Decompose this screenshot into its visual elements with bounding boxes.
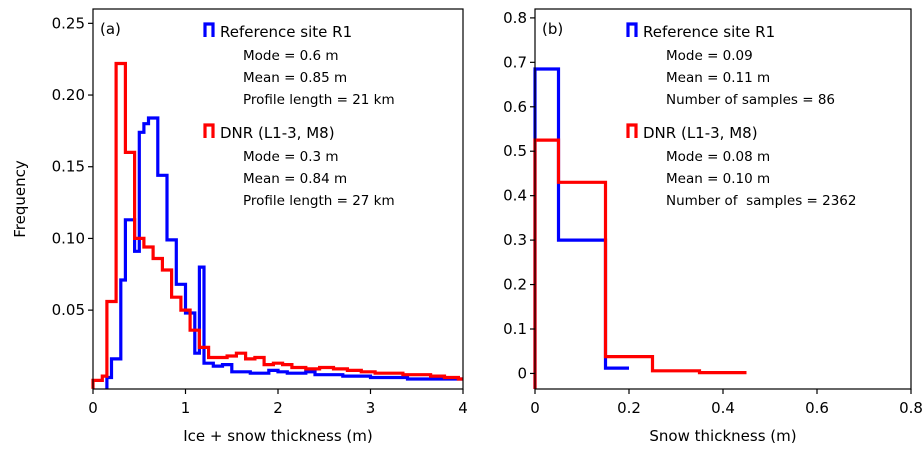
y-tick-label: 0.6 bbox=[503, 98, 527, 116]
stat-line: Profile length = 21 km bbox=[243, 92, 395, 108]
stat-line: Profile length = 27 km bbox=[243, 193, 395, 209]
y-tick-label: 0.1 bbox=[503, 320, 527, 338]
legend-swatch bbox=[626, 123, 638, 138]
legend-label: DNR (L1-3, M8) bbox=[220, 124, 335, 142]
y-tick-label: 0.7 bbox=[503, 53, 527, 71]
panel-b: 0 0.1 0.2 0.3 0.4 0.5 0.6 0.7 0.8 0 0.2 0.4 0.6 0.8 Sn… bbox=[503, 8, 922, 445]
stat-line: Mean = 0.10 m bbox=[666, 171, 770, 187]
legend-entry-reference: Reference site R1 Mode = 0.09 Mean = 0.11 … bbox=[626, 22, 835, 108]
x-tick-label: 0 bbox=[530, 399, 540, 417]
x-tick-label: 3 bbox=[366, 399, 376, 417]
panel-label: (a) bbox=[100, 20, 121, 38]
stat-line: Mode = 0.3 m bbox=[243, 149, 339, 165]
y-tick-label: 0.10 bbox=[52, 229, 85, 247]
y-tick-label: 0.20 bbox=[52, 86, 85, 104]
x-tick-label: 4 bbox=[458, 399, 468, 417]
legend-swatch bbox=[626, 22, 638, 37]
stat-line: Number of samples = 86 bbox=[666, 92, 835, 108]
legend-swatch bbox=[203, 123, 215, 138]
series-line-dnr bbox=[91, 61, 463, 389]
y-tick-label: 0.4 bbox=[503, 187, 527, 205]
legend-label: Reference site R1 bbox=[220, 23, 352, 41]
stat-line: Mean = 0.85 m bbox=[243, 70, 347, 86]
y-tick-label: 0.5 bbox=[503, 142, 527, 160]
y-tick-label: 0.3 bbox=[503, 231, 527, 249]
x-axis-title: Ice + snow thickness (m) bbox=[183, 427, 372, 445]
x-tick-label: 0.8 bbox=[899, 399, 922, 417]
y-tick-label: 0.8 bbox=[503, 9, 527, 27]
panel-a: 0.05 0.10 0.15 0.20 0.25 0 1 2 3 4 Ice + snow thic… bbox=[11, 8, 468, 445]
stat-line: Mode = 0.09 bbox=[666, 48, 753, 64]
stat-line: Mode = 0.6 m bbox=[243, 48, 339, 64]
x-tick-label: 1 bbox=[181, 399, 191, 417]
legend-entry-dnr: DNR (L1-3, M8) Mode = 0.3 m Mean = 0.84 m P… bbox=[203, 123, 395, 209]
x-tick-label: 0.4 bbox=[711, 399, 735, 417]
series-line-reference bbox=[105, 116, 463, 389]
stat-line: Mode = 0.08 m bbox=[666, 149, 770, 165]
legend-swatch bbox=[203, 22, 215, 37]
legend-entry-reference: Reference site R1 Mode = 0.6 m Mean = 0.85… bbox=[203, 22, 395, 108]
stat-line: Number of samples = 2362 bbox=[666, 193, 856, 209]
y-axis-title: Frequency bbox=[11, 160, 29, 238]
y-tick-label: 0.25 bbox=[52, 14, 85, 32]
panel-label: (b) bbox=[542, 20, 563, 38]
y-tick-label: 0.15 bbox=[52, 158, 85, 176]
legend-label: Reference site R1 bbox=[643, 23, 775, 41]
legend-entry-dnr: DNR (L1-3, M8) Mode = 0.08 m Mean = 0.10 m… bbox=[626, 123, 856, 209]
x-tick-label: 0.2 bbox=[617, 399, 641, 417]
x-tick-label: 0.6 bbox=[805, 399, 829, 417]
series-line-dnr bbox=[533, 138, 747, 389]
series-line-reference bbox=[533, 67, 629, 389]
x-tick-label: 0 bbox=[88, 399, 98, 417]
stat-line: Mean = 0.11 m bbox=[666, 70, 770, 86]
y-tick-label: 0 bbox=[517, 364, 527, 382]
stat-line: Mean = 0.84 m bbox=[243, 171, 347, 187]
y-tick-label: 0.2 bbox=[503, 276, 527, 294]
x-tick-label: 2 bbox=[273, 399, 283, 417]
x-axis-title: Snow thickness (m) bbox=[649, 427, 796, 445]
y-tick-label: 0.05 bbox=[52, 301, 85, 319]
legend-label: DNR (L1-3, M8) bbox=[643, 124, 758, 142]
